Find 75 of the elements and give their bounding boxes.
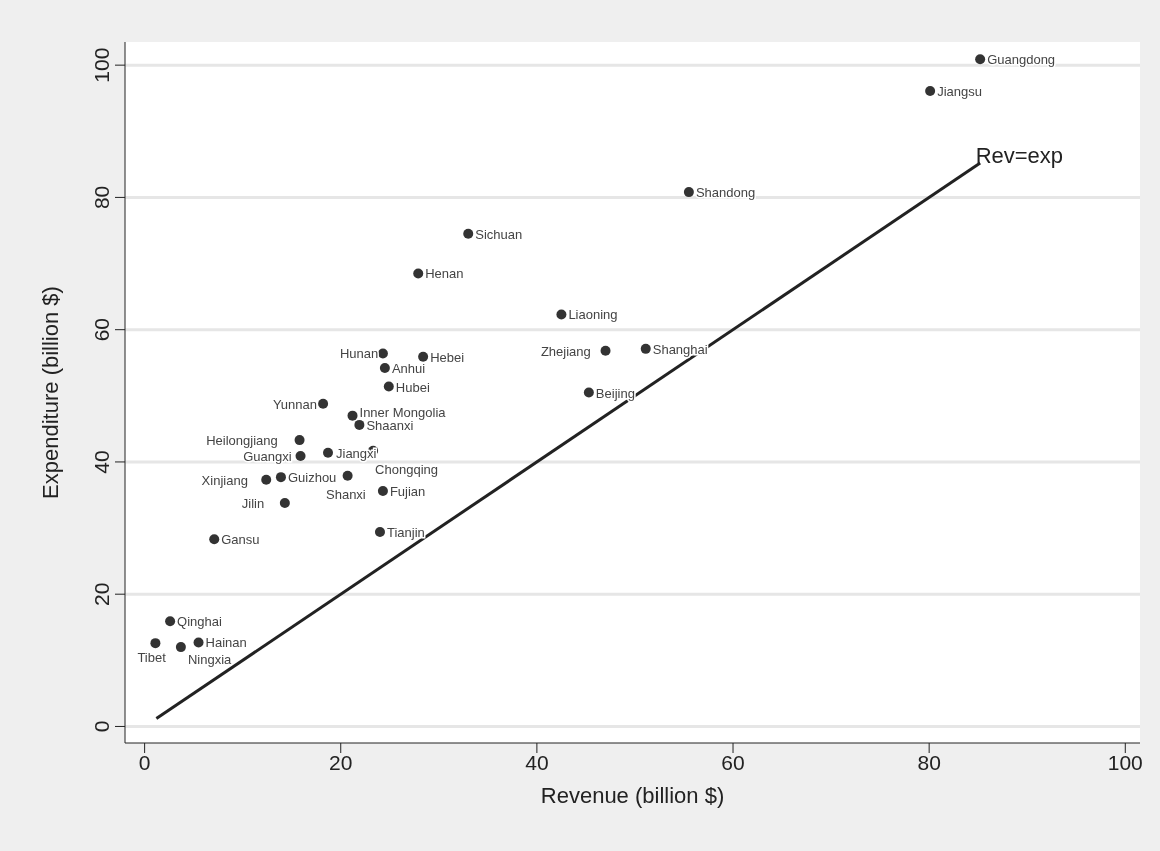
data-label: Chongqing	[375, 461, 438, 477]
data-label: Fujian	[389, 484, 426, 500]
data-label: Jiangsu	[937, 83, 982, 99]
data-label: Anhui	[391, 361, 426, 377]
point	[165, 616, 176, 627]
data-label: Sichuan	[475, 226, 523, 242]
point	[209, 534, 220, 545]
x-tick-label: 100	[1107, 750, 1143, 774]
point	[295, 450, 306, 461]
data-label: Hunan	[339, 346, 379, 362]
data-label: Shanxi	[326, 486, 366, 502]
data-label: Guangxi	[243, 448, 292, 464]
data-label: Liaoning	[568, 307, 618, 323]
point	[640, 343, 651, 354]
point	[275, 472, 286, 483]
data-label: Tibet	[137, 650, 167, 666]
data-label: Heilongjiang	[206, 433, 278, 449]
data-label: Shaanxi	[366, 417, 414, 433]
data-label: Beijing	[595, 385, 635, 401]
data-label: Ningxia	[187, 652, 233, 668]
point	[374, 527, 385, 538]
x-axis-title: Revenue (billion $)	[540, 783, 725, 808]
data-label: Guizhou	[287, 470, 337, 486]
point	[318, 398, 329, 409]
y-tick-label: 100	[90, 47, 113, 83]
point	[279, 497, 290, 508]
point	[150, 638, 161, 649]
data-label: Xinjiang	[201, 472, 248, 488]
point	[413, 268, 424, 279]
data-label: Jilin	[241, 495, 265, 511]
y-tick-label: 0	[90, 720, 113, 733]
x-tick-label: 20	[329, 750, 353, 774]
point	[683, 187, 694, 198]
y-axis-title: Expenditure (billion $)	[37, 286, 63, 499]
point	[377, 348, 388, 359]
data-label: Hainan	[205, 635, 247, 651]
data-label: Qinghai	[177, 614, 223, 630]
y-tick-label: 60	[90, 317, 113, 342]
data-label: Jiangxi	[336, 445, 377, 461]
data-label: Yunnan	[272, 396, 318, 412]
point	[377, 486, 388, 497]
data-label: Guangdong	[987, 52, 1056, 68]
x-tick-label: 80	[917, 750, 941, 774]
y-tick-label: 20	[90, 582, 113, 606]
point	[600, 345, 611, 356]
point	[583, 387, 594, 398]
point	[556, 309, 567, 320]
point	[463, 228, 474, 239]
y-tick-label: 40	[90, 450, 113, 474]
data-label: Shandong	[695, 185, 756, 201]
series-label: Rev=exp	[975, 142, 1064, 168]
point	[925, 85, 936, 96]
x-tick-label: 60	[721, 750, 745, 774]
x-tick-label: 0	[138, 750, 151, 774]
x-tick-label: 40	[525, 750, 549, 774]
point	[342, 470, 353, 481]
point	[379, 363, 390, 374]
y-tick-label: 80	[90, 185, 113, 210]
data-label: Hebei	[430, 349, 465, 365]
point	[354, 419, 365, 430]
data-label: Gansu	[221, 532, 260, 548]
point	[323, 447, 333, 458]
point	[261, 474, 272, 485]
data-label: Henan	[425, 266, 464, 282]
data-label: Inner Mongolia	[359, 404, 447, 420]
point	[975, 54, 986, 65]
data-label: Zhejiang	[540, 343, 591, 359]
point	[347, 410, 358, 421]
point	[383, 381, 394, 392]
point	[418, 351, 429, 362]
point	[193, 637, 204, 648]
data-label: Tianjin	[386, 525, 425, 541]
point	[294, 435, 305, 446]
point	[175, 642, 186, 653]
data-label: Hubei	[395, 379, 430, 395]
